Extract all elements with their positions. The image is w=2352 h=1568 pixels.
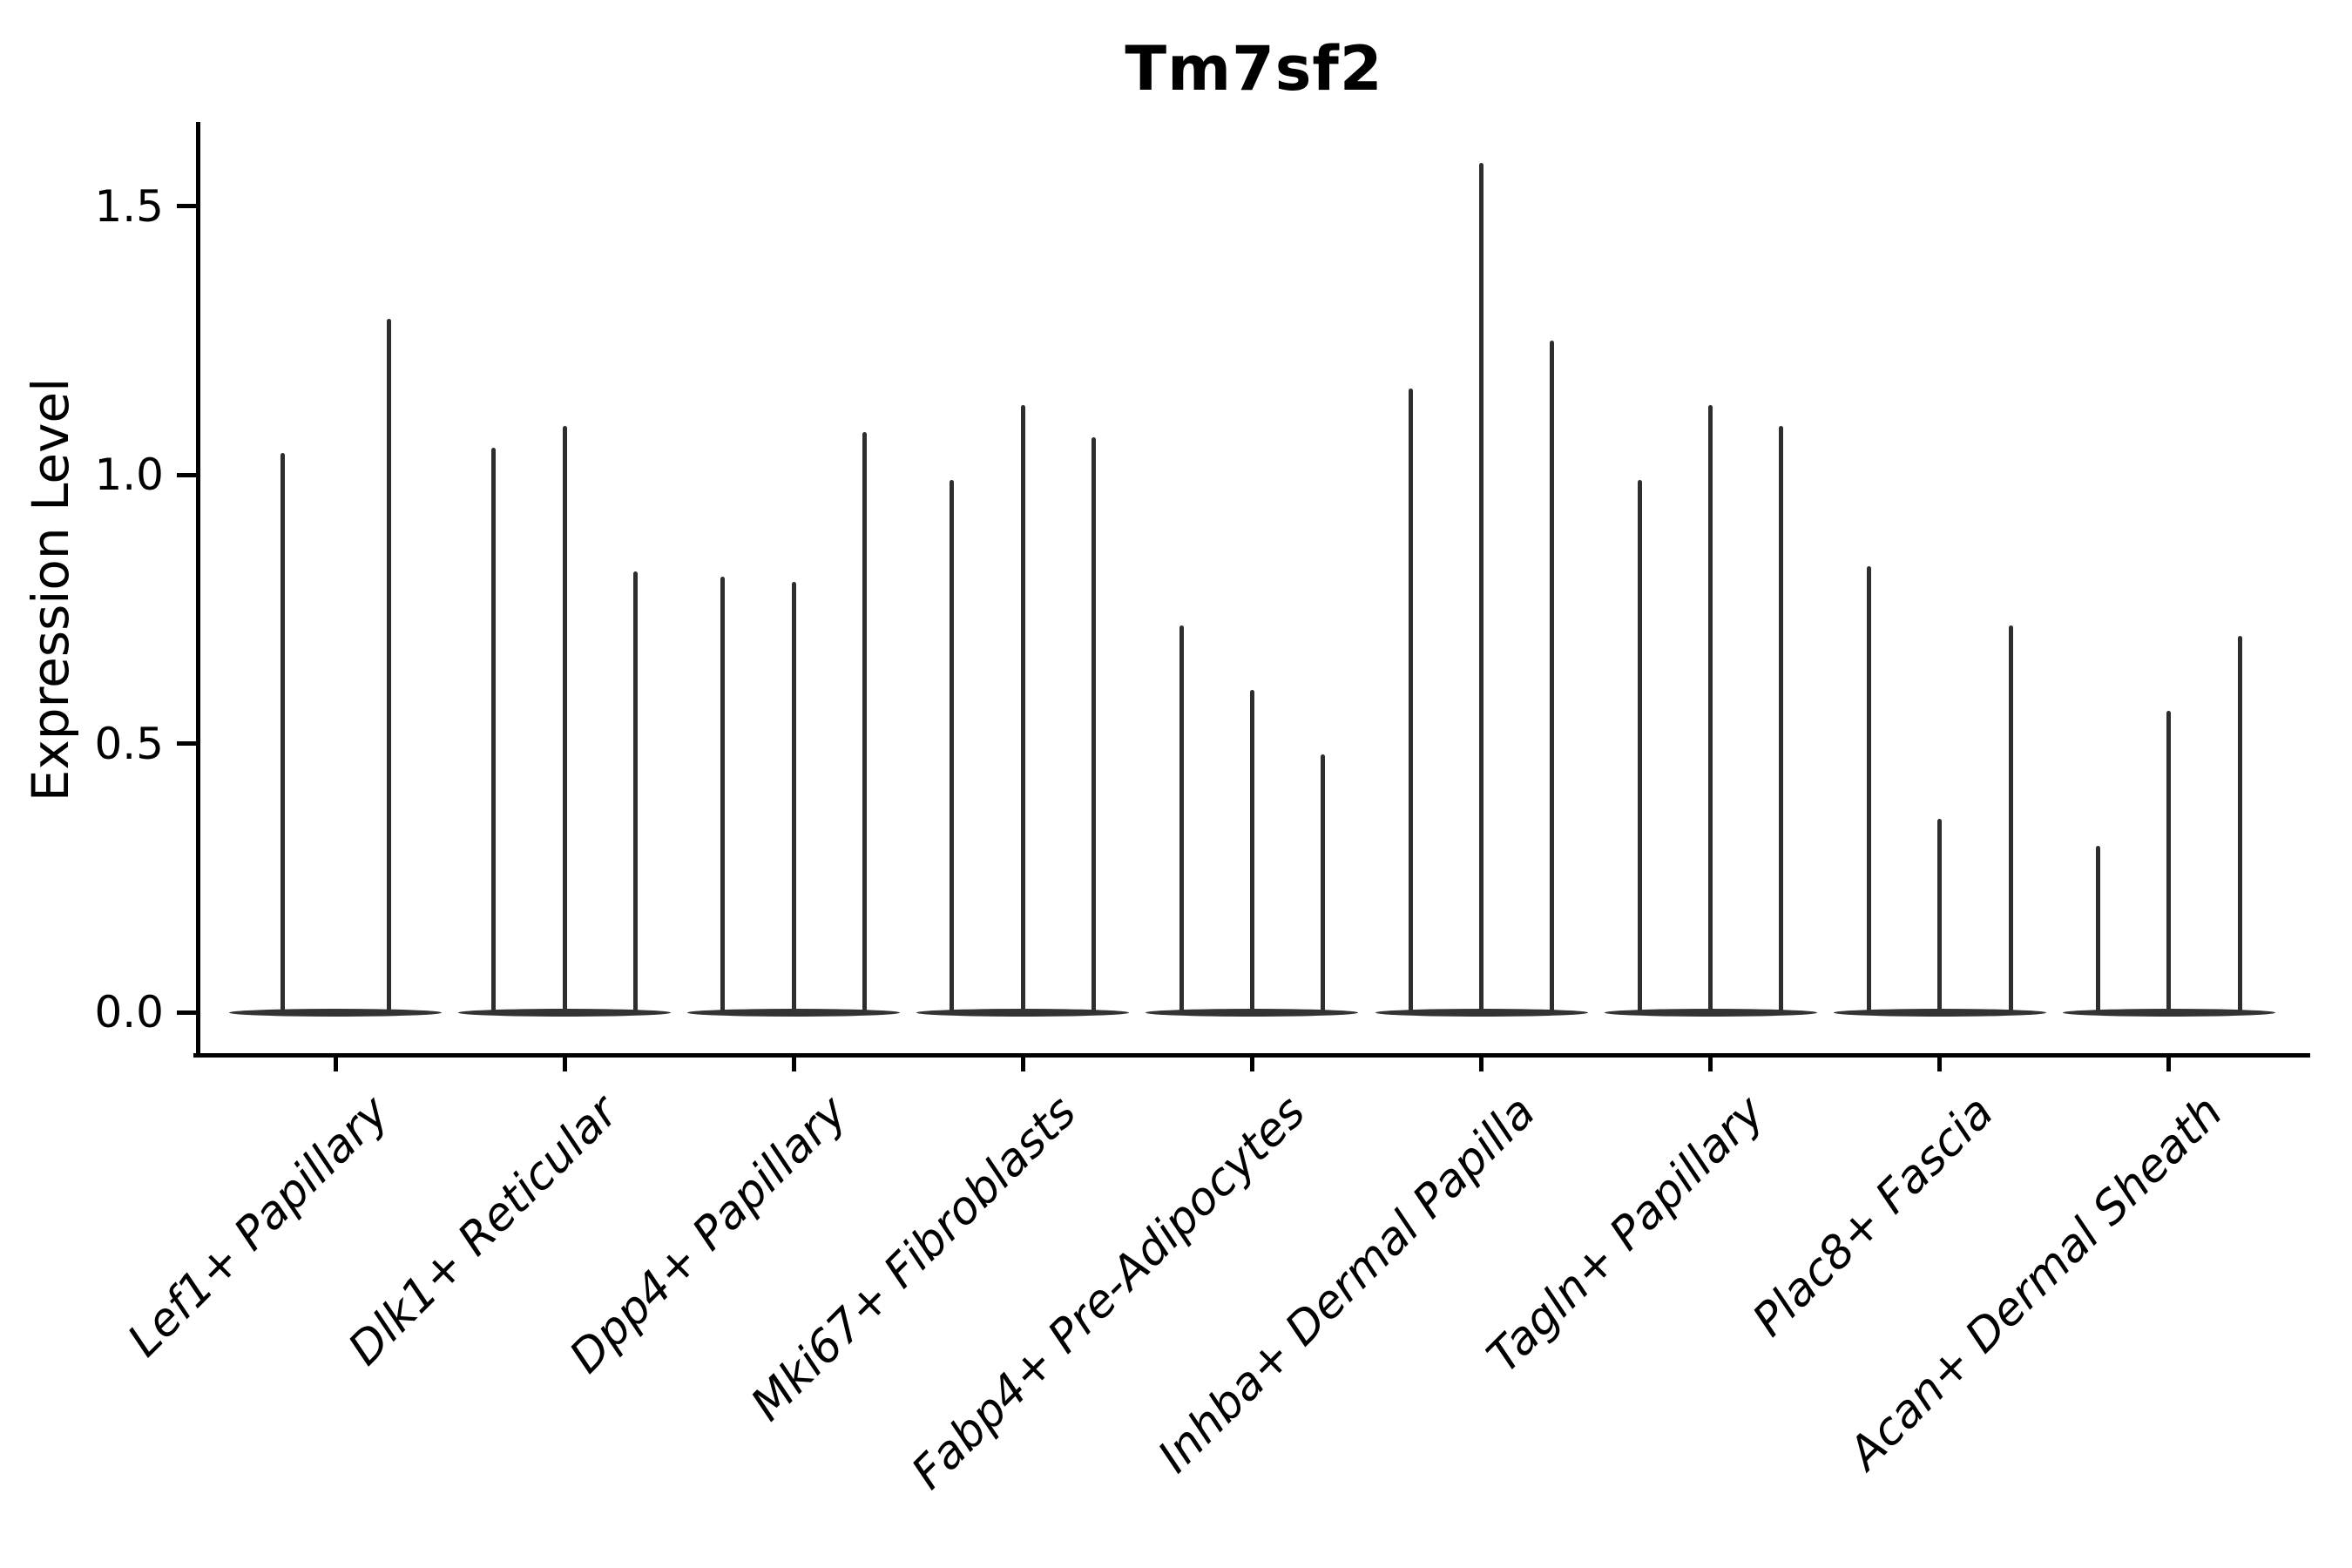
violin-spike bbox=[1779, 426, 1784, 1012]
y-tick-label: 1.5 bbox=[94, 180, 164, 232]
x-tick-mark bbox=[1479, 1058, 1484, 1071]
y-axis-label: Expression Level bbox=[21, 377, 80, 802]
violin-spike bbox=[632, 571, 638, 1012]
violin-spike bbox=[720, 577, 726, 1012]
violin-spike bbox=[562, 426, 567, 1012]
violin-spike bbox=[1249, 689, 1254, 1012]
x-tick-label: Fabp4+ Pre-Adipocytes bbox=[902, 1085, 1316, 1500]
violin-spike bbox=[491, 448, 497, 1012]
x-tick-label: Plac8+ Fascia bbox=[1742, 1085, 2004, 1347]
x-tick-mark bbox=[1708, 1058, 1713, 1071]
violin-spike bbox=[2166, 711, 2172, 1012]
violin-base bbox=[1604, 1008, 1817, 1017]
y-tick-label: 0.0 bbox=[94, 987, 164, 1037]
violin-spike bbox=[1092, 436, 1097, 1012]
violin-spike bbox=[1408, 389, 1413, 1012]
violin-base bbox=[1833, 1008, 2046, 1017]
violin-spike bbox=[1179, 625, 1184, 1012]
violin-spike bbox=[1550, 340, 1555, 1012]
violin-spike bbox=[791, 582, 796, 1012]
y-tick-mark bbox=[177, 204, 196, 208]
x-tick-mark bbox=[333, 1058, 338, 1071]
y-tick-mark bbox=[177, 1010, 196, 1015]
x-tick-label: Tagln+ Papillary bbox=[1477, 1085, 1774, 1383]
x-tick-mark bbox=[1020, 1058, 1025, 1071]
x-tick-mark bbox=[1249, 1058, 1254, 1071]
y-tick-label: 1.0 bbox=[94, 449, 164, 500]
x-tick-label: Inhba+ Dermal Papilla bbox=[1147, 1085, 1545, 1484]
violin-base bbox=[2062, 1008, 2275, 1017]
violin-base bbox=[916, 1008, 1130, 1017]
x-tick-mark bbox=[791, 1058, 796, 1071]
x-tick-label: Mki67+ Fibroblasts bbox=[741, 1085, 1087, 1431]
x-tick-label: Dpp4+ Papillary bbox=[559, 1085, 858, 1384]
violin-spike bbox=[280, 453, 285, 1012]
y-axis-spine bbox=[196, 122, 200, 1058]
y-tick-label: 0.5 bbox=[94, 718, 164, 769]
y-tick-mark bbox=[177, 741, 196, 746]
violin-base bbox=[1375, 1008, 1588, 1017]
violin-spike bbox=[1479, 163, 1484, 1012]
violin-spike bbox=[386, 319, 391, 1012]
violin-spike bbox=[1708, 404, 1713, 1012]
x-tick-label: Dlk1+ Reticular bbox=[338, 1085, 629, 1376]
violin-base bbox=[458, 1008, 672, 1017]
violin-spike bbox=[1321, 754, 1326, 1012]
y-tick-mark bbox=[177, 472, 196, 477]
x-tick-label: Acan+ Dermal Sheath bbox=[1838, 1085, 2233, 1480]
violin-base bbox=[229, 1008, 442, 1017]
x-tick-mark bbox=[2166, 1058, 2172, 1071]
violin-base bbox=[687, 1008, 901, 1017]
x-tick-mark bbox=[1937, 1058, 1943, 1071]
x-axis-spine bbox=[193, 1053, 2310, 1058]
violin-spike bbox=[1866, 565, 1871, 1012]
violin-spike bbox=[1020, 404, 1025, 1012]
violin-base bbox=[1146, 1008, 1359, 1017]
violin-spike bbox=[862, 431, 868, 1012]
violin-spike bbox=[1937, 818, 1943, 1012]
violin-spike bbox=[2095, 845, 2100, 1012]
violin-spike bbox=[950, 480, 955, 1012]
violin-spike bbox=[1637, 480, 1642, 1012]
violin-spike bbox=[2008, 625, 2013, 1012]
chart-title: Tm7sf2 bbox=[1125, 33, 1383, 105]
x-tick-mark bbox=[562, 1058, 567, 1071]
violin-spike bbox=[2237, 636, 2242, 1012]
